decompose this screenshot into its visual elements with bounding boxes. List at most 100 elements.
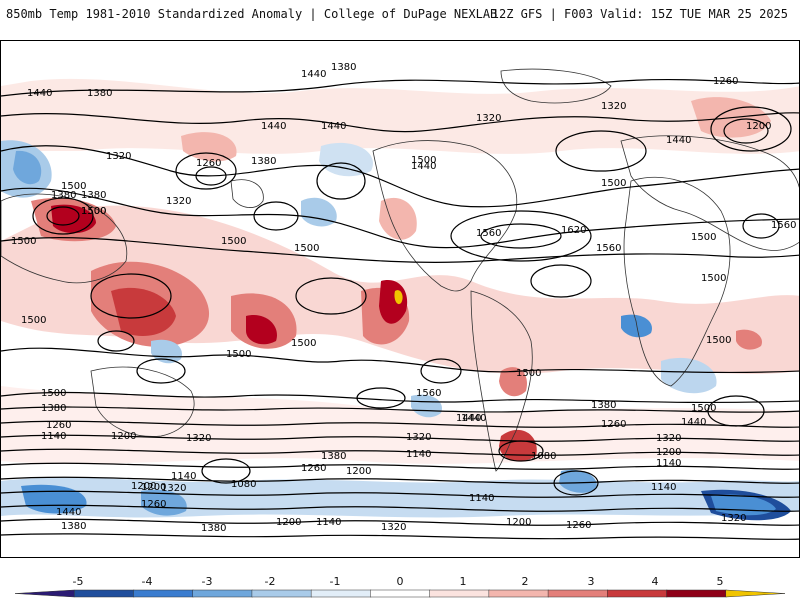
colorbar-swatch — [192, 589, 253, 598]
colorbar-tick-label: 3 — [587, 575, 595, 588]
contour-label: 1500 — [701, 273, 726, 284]
contour-label: 1380 — [87, 88, 112, 99]
contour-label: 1320 — [166, 196, 191, 207]
contour-label: 1500 — [226, 349, 251, 360]
contour-label: 1320 — [186, 433, 211, 444]
contour-label: 1560 — [476, 228, 501, 239]
contour-label: 1620 — [561, 225, 586, 236]
anomaly-shading — [1, 79, 799, 521]
contour-label: 1200 — [276, 517, 301, 528]
contour-label: 1380 — [61, 521, 86, 532]
colorbar-tick-label: 1 — [459, 575, 467, 588]
colorbar-swatch — [725, 589, 786, 598]
contour-label: 1560 — [771, 220, 796, 231]
contour-label: 1140 — [406, 449, 431, 460]
contour-label: 1320 — [601, 101, 626, 112]
colorbar-swatch — [370, 589, 431, 598]
contour-label: 1500 — [706, 335, 731, 346]
coastlines — [1, 68, 799, 472]
contour-label: 1500 — [691, 403, 716, 414]
contour-label: 1380 — [201, 523, 226, 534]
colorbar-swatch — [251, 589, 312, 598]
contour-label: 1200 — [131, 481, 156, 492]
colorbar-swatch — [310, 589, 372, 598]
contour-label: 1380 — [41, 403, 66, 414]
contour-label: 1500 — [61, 181, 86, 192]
contour-label: 1140 — [651, 482, 676, 493]
colorbar-swatch — [429, 589, 490, 598]
contour-label: 1500 — [221, 236, 246, 247]
contour-label: 1440 — [261, 121, 286, 132]
contour-label: 1260 — [141, 499, 166, 510]
colorbar-swatch — [488, 589, 549, 598]
contour-label: 1440 — [681, 417, 706, 428]
contour-label: 1380 — [81, 190, 106, 201]
colorbar-swatch — [14, 589, 75, 598]
colorbar-swatch — [133, 589, 194, 598]
contour-label: 1140 — [41, 431, 66, 442]
contour-label: 1140 — [171, 471, 196, 482]
contour-label: 1200 — [656, 447, 681, 458]
colorbar-tick-label: -2 — [264, 575, 276, 588]
contour-label: 1260 — [566, 520, 591, 531]
contour-label: 1080 — [231, 479, 256, 490]
colorbar-graphic — [14, 589, 786, 598]
contour-label: 1500 — [41, 388, 66, 399]
contour-label: 1440 — [56, 507, 81, 518]
contour-label: 1320 — [656, 433, 681, 444]
contour-label: 1320 — [721, 513, 746, 524]
contour-label: 1260 — [301, 463, 326, 474]
contour-label: 1440 — [321, 121, 346, 132]
colorbar-tick-label: -5 — [72, 575, 84, 588]
contour-label: 1440 — [666, 135, 691, 146]
contour-label: 1380 — [331, 62, 356, 73]
contour-label: 1500 — [294, 243, 319, 254]
contour-label: 1500 — [516, 368, 541, 379]
contour-label: 1500 — [691, 232, 716, 243]
colorbar-tick-label: -1 — [329, 575, 341, 588]
contour-label: 1320 — [106, 151, 131, 162]
colorbar-swatch — [607, 589, 668, 598]
colorbar-swatch — [547, 589, 609, 598]
height-contours — [1, 78, 799, 541]
contour-label: 1440 — [301, 69, 326, 80]
contour-label: 1140 — [469, 493, 494, 504]
contour-label: 1140 — [656, 458, 681, 469]
colorbar-tick-label: 2 — [521, 575, 529, 588]
contour-label: 1440 — [27, 88, 52, 99]
contour-label: 1380 — [51, 190, 76, 201]
contour-label: 1500 — [11, 236, 36, 247]
contour-label: 1500 — [291, 338, 316, 349]
contour-label: 1260 — [46, 420, 71, 431]
contour-label: 1320 — [381, 522, 406, 533]
colorbar-tick-label: -3 — [201, 575, 213, 588]
map-title: 850mb Temp 1981-2010 Standardized Anomal… — [6, 7, 498, 21]
contour-label: 1200 — [141, 482, 166, 493]
colorbar-tick-label: 5 — [716, 575, 724, 588]
model-valid-time: 12Z GFS | F003 Valid: 15Z TUE MAR 25 202… — [491, 7, 788, 21]
contour-label: 1200 — [111, 431, 136, 442]
contour-label: 1500 — [21, 315, 46, 326]
contour-label: 1260 — [196, 158, 221, 169]
contour-label: 1380 — [251, 156, 276, 167]
contour-label: 1260 — [601, 419, 626, 430]
contour-label: 1440 — [456, 413, 481, 424]
contour-label: 1560 — [596, 243, 621, 254]
contour-label: 1200 — [506, 517, 531, 528]
colorbar-tick-label: 4 — [651, 575, 659, 588]
contour-label: 1380 — [591, 400, 616, 411]
colorbar-tick-label: -4 — [141, 575, 153, 588]
contour-label: 1260 — [713, 76, 738, 87]
contour-label: 1320 — [406, 432, 431, 443]
contour-label: 1320 — [161, 483, 186, 494]
map-panel[interactable]: 1380 1440 1380 1260 1440 1320 1320 1200 1440 1440… — [0, 40, 800, 558]
contour-label: 1500 — [411, 155, 436, 166]
contour-label: 1500 — [81, 206, 106, 217]
contour-label: 1200 — [346, 466, 371, 477]
contour-label: 1140 — [316, 517, 341, 528]
colorbar: -5 -4 -3 -2 -1 0 1 2 3 4 5 — [0, 565, 800, 600]
colorbar-tick-label: 0 — [396, 575, 404, 588]
contour-label: 1440 — [411, 161, 436, 172]
